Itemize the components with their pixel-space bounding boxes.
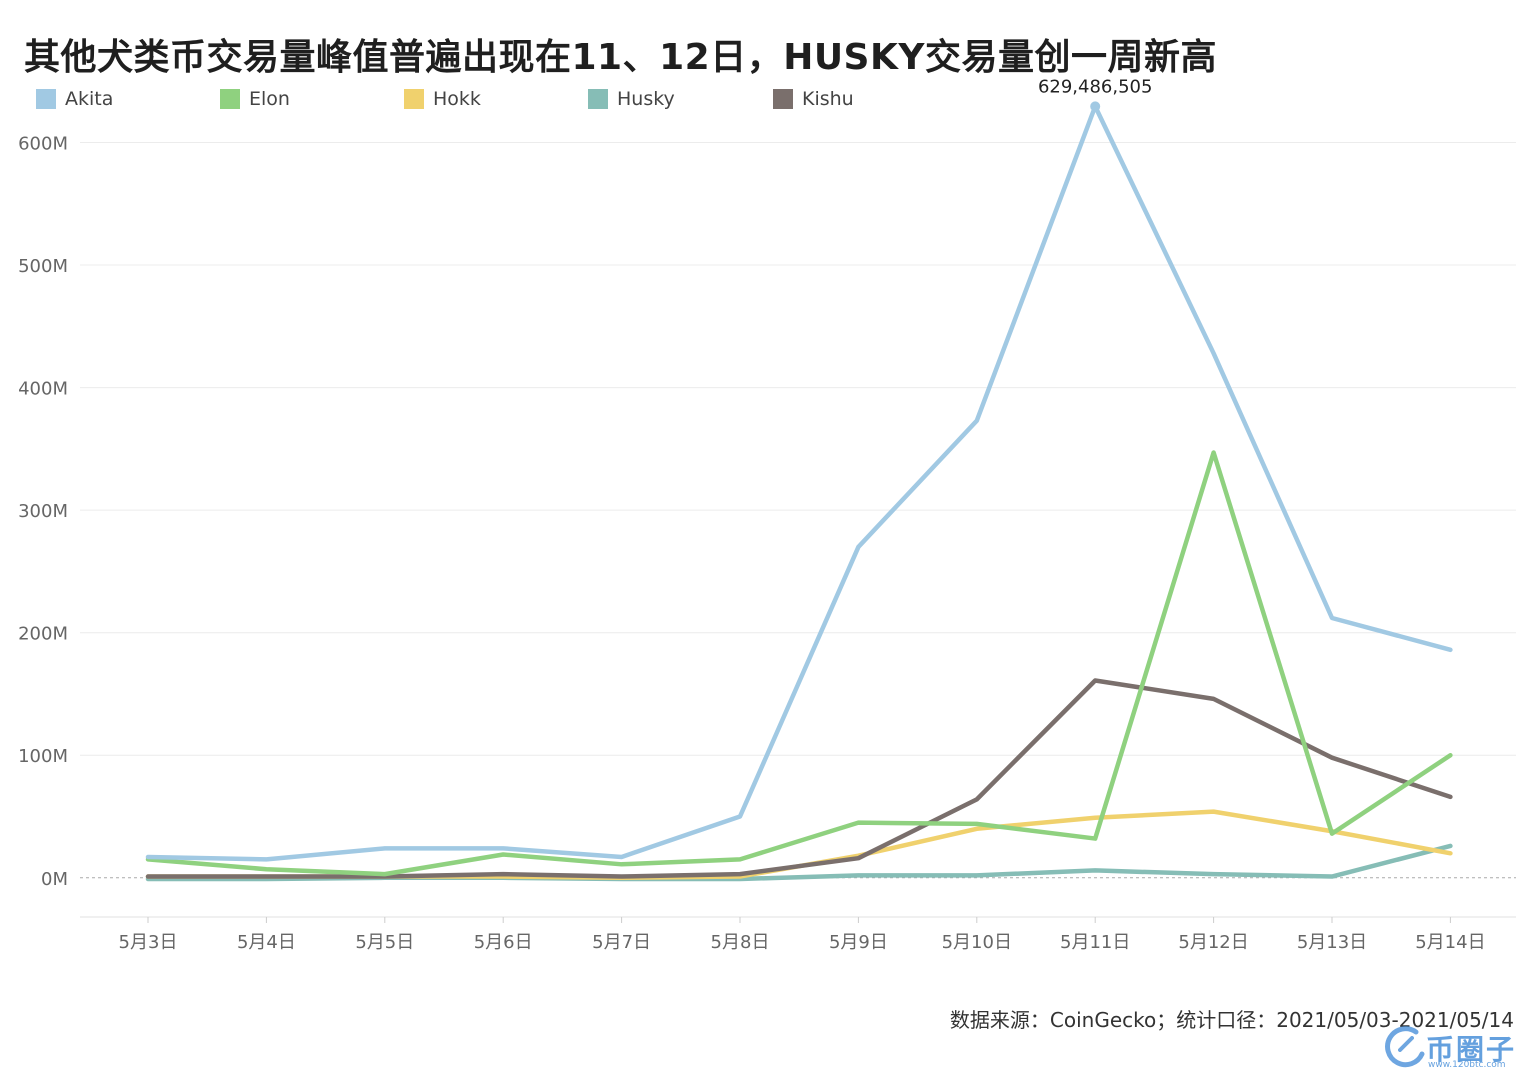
y-tick-label: 200M xyxy=(18,624,68,645)
y-tick-label: 500M xyxy=(18,256,68,277)
legend-swatch-elon xyxy=(220,89,240,109)
legend-label-elon: Elon xyxy=(249,88,290,110)
y-tick-label: 0M xyxy=(41,869,68,890)
series-line-kishu xyxy=(145,678,1453,879)
peak-point xyxy=(1090,101,1101,112)
x-tick-label: 5月11日 xyxy=(1060,932,1130,953)
x-tick-label: 5月9日 xyxy=(829,932,888,953)
x-tick-label: 5月8日 xyxy=(711,932,770,953)
legend-swatch-kishu xyxy=(773,89,793,109)
legend-item-husky[interactable]: Husky xyxy=(588,88,675,110)
legend-swatch-husky xyxy=(588,89,608,109)
series-line-elon xyxy=(145,450,1453,877)
x-tick-label: 5月14日 xyxy=(1415,932,1485,953)
x-tick-label: 5月3日 xyxy=(119,932,178,953)
legend-item-akita[interactable]: Akita xyxy=(36,88,113,110)
x-tick-label: 5月13日 xyxy=(1297,932,1367,953)
data-source-note: 数据来源：CoinGecko；统计口径：2021/05/03-2021/05/1… xyxy=(949,1008,1514,1032)
legend-label-husky: Husky xyxy=(617,88,675,110)
x-tick-label: 5月10日 xyxy=(942,932,1012,953)
legend-swatch-akita xyxy=(36,89,56,109)
legend-label-akita: Akita xyxy=(65,88,114,110)
watermark-url: www.120btc.com xyxy=(1428,1060,1506,1070)
watermark-text: 币圈子 xyxy=(1426,1033,1517,1066)
legend-item-hokk[interactable]: Hokk xyxy=(404,88,481,110)
y-tick-label: 300M xyxy=(18,501,68,522)
x-tick-label: 5月6日 xyxy=(474,932,533,953)
legend-item-kishu[interactable]: Kishu xyxy=(773,88,854,110)
series-line-akita xyxy=(145,104,1453,862)
y-tick-label: 600M xyxy=(18,134,68,155)
y-tick-label: 100M xyxy=(18,746,68,767)
watermark-logo-icon xyxy=(1385,1026,1425,1068)
y-tick-label: 400M xyxy=(18,379,68,400)
peak-label: 629,486,505 xyxy=(1038,76,1153,97)
legend-swatch-hokk xyxy=(404,89,424,109)
chart-title: 其他犬类币交易量峰值普遍出现在11、12日，HUSKY交易量创一周新高 xyxy=(24,37,1217,78)
watermark: 币圈子 www.120btc.com xyxy=(1382,1024,1532,1070)
x-tick-label: 5月7日 xyxy=(592,932,651,953)
x-tick-label: 5月4日 xyxy=(237,932,296,953)
x-tick-label: 5月5日 xyxy=(355,932,414,953)
line-chart: 0M 100M 200M 300M 400M 500M 600M 5月3日 5月4日 5月5日 5月… xyxy=(18,76,1516,953)
legend-label-kishu: Kishu xyxy=(802,88,854,110)
legend-label-hokk: Hokk xyxy=(433,88,481,110)
x-tick-label: 5月12日 xyxy=(1178,932,1248,953)
legend-item-elon[interactable]: Elon xyxy=(220,88,290,110)
